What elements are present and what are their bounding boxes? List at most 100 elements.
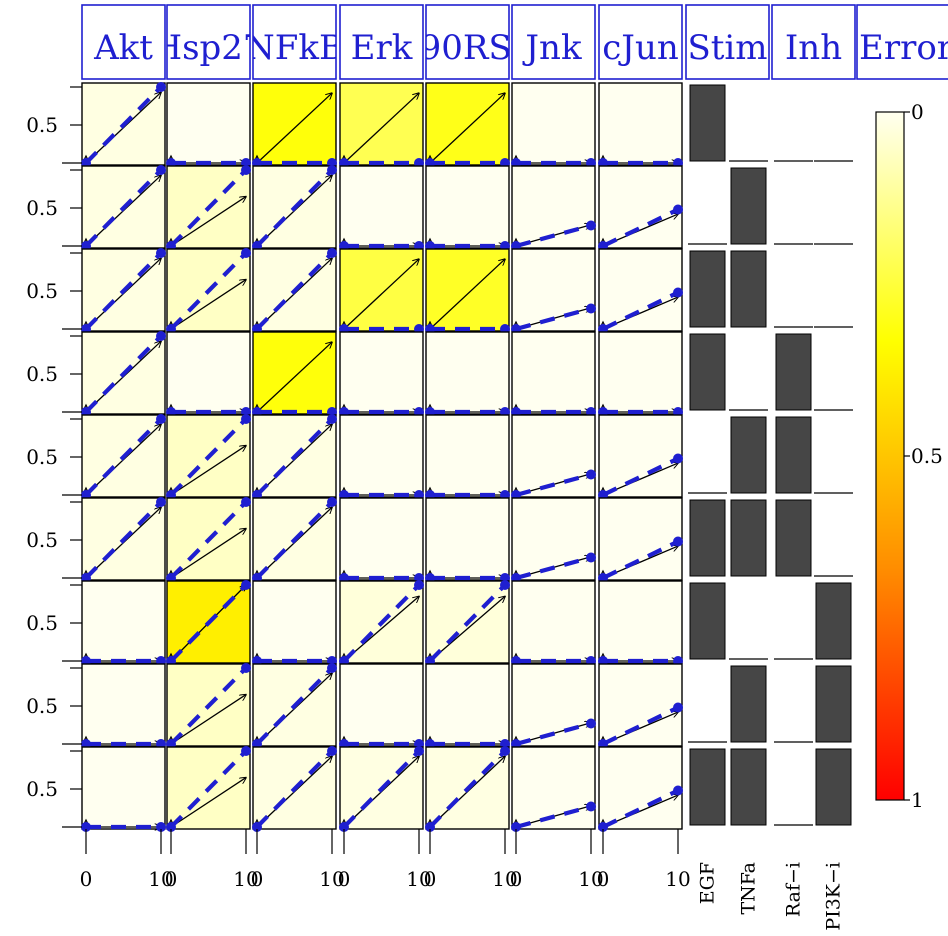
column-header-Jnk: Jnk [522, 28, 582, 68]
simulation-line [515, 804, 592, 830]
simulation-point [673, 785, 683, 796]
condition-label: Raf−i [783, 862, 805, 917]
simulation-point [241, 248, 251, 258]
simulation-line [515, 223, 592, 249]
simulation-point [598, 822, 608, 832]
cell-background [252, 580, 337, 664]
simulation-point [156, 414, 166, 424]
simulation-line [84, 251, 163, 331]
x-tick-label: 10 [233, 867, 258, 891]
simulation-point [673, 204, 683, 215]
simulation-line [255, 666, 334, 746]
simulation-point [81, 822, 91, 832]
column-header-box-Hsp27 [166, 4, 251, 80]
simulation-line [84, 85, 163, 165]
simulation-point [586, 552, 596, 563]
simulation-line [602, 456, 679, 497]
condition-bar [730, 167, 767, 245]
x-tick-label: 10 [406, 867, 431, 891]
simulation-line [84, 334, 163, 414]
data-line [170, 695, 246, 745]
column-header-clip: Erk [351, 28, 413, 68]
simulation-point [511, 822, 521, 832]
simulation-point [327, 663, 337, 673]
simulation-line [602, 290, 679, 331]
simulation-line [169, 251, 248, 331]
cell-background [425, 497, 510, 581]
y-tick-label: 0.5 [26, 611, 58, 635]
cell-background [252, 82, 337, 166]
x-tick-label: 0 [510, 867, 523, 891]
condition-bar [689, 84, 726, 162]
simulation-point [414, 746, 424, 756]
simulation-point [673, 287, 683, 298]
cell-background [511, 580, 596, 664]
condition-bar [689, 333, 726, 411]
simulation-line [169, 583, 248, 663]
simulation-line [169, 749, 248, 829]
column-header-box-Stim [685, 4, 770, 80]
data-line [343, 93, 419, 164]
simulation-line [255, 417, 334, 497]
simulation-point [414, 580, 424, 590]
simulation-point [586, 801, 596, 812]
x-tick-label: 0 [338, 867, 351, 891]
simulation-point [252, 822, 262, 832]
x-tick-label: 10 [148, 867, 173, 891]
simulation-point [156, 497, 166, 507]
column-header-clip: Hsp27 [152, 28, 264, 68]
cell-background [81, 746, 166, 830]
column-header-clip: Akt [93, 28, 153, 68]
cell-background [339, 248, 424, 332]
cell-background [425, 331, 510, 415]
cell-background [425, 248, 510, 332]
simulation-point [327, 248, 337, 258]
x-tick-label: 0 [251, 867, 264, 891]
column-header-Erk: Erk [351, 28, 413, 68]
x-tick-label: 0 [80, 867, 93, 891]
simulation-line [515, 306, 592, 332]
cell-background [598, 580, 683, 664]
condition-bar [775, 416, 812, 494]
x-tick-label: 10 [492, 867, 517, 891]
simulation-point [500, 746, 510, 756]
simulation-point [339, 822, 349, 832]
y-tick-label: 0.5 [26, 362, 58, 386]
column-header-p90RSK: p90RSK [398, 28, 538, 68]
column-header-clip: Jnk [522, 28, 582, 68]
simulation-point [673, 536, 683, 547]
cell-background [81, 663, 166, 747]
column-header-clip: cJun [602, 28, 678, 68]
data-line [170, 529, 246, 579]
simulation-line [84, 500, 163, 580]
condition-bar [815, 748, 852, 826]
data-line [343, 259, 419, 330]
condition-label: EGF [697, 862, 719, 904]
cell-background [166, 331, 251, 415]
simulation-point [241, 414, 251, 424]
condition-bar [815, 665, 852, 743]
error-colorbar [875, 111, 905, 801]
simulation-line [342, 583, 421, 663]
simulation-line [255, 168, 334, 248]
simulation-line [255, 749, 334, 829]
simulation-point [241, 165, 251, 175]
cell-background [252, 331, 337, 415]
colorbar-tick-label: 0.5 [911, 444, 943, 468]
cell-background [339, 165, 424, 249]
simulation-point [327, 414, 337, 424]
column-header-clip: p90RSK [398, 28, 538, 68]
column-header-clip: Error [859, 28, 948, 68]
simulation-line [428, 749, 507, 829]
column-header-Hsp27: Hsp27 [152, 28, 264, 68]
column-header-Stim: Stim [687, 28, 767, 68]
column-header-box-p90RSK [425, 4, 510, 80]
simulation-line [602, 539, 679, 580]
simulation-point [586, 220, 596, 231]
cell-background [425, 165, 510, 249]
condition-bar [730, 250, 767, 328]
simulation-point [156, 248, 166, 258]
column-header-box-Jnk [511, 4, 596, 80]
cell-background [598, 497, 683, 581]
data-line [170, 197, 246, 247]
